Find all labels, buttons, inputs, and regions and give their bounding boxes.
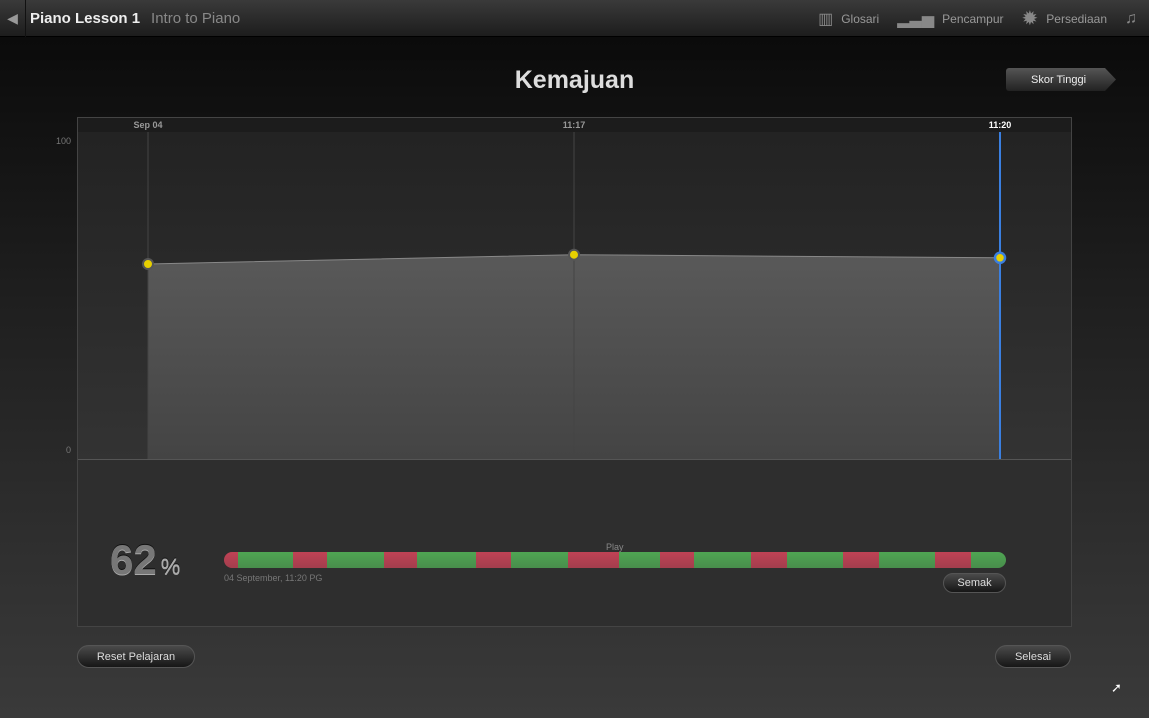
correct-segment bbox=[511, 552, 569, 568]
top-bar: ◀ Piano Lesson 1 Intro to Piano ▥ Glosar… bbox=[0, 0, 1149, 37]
score-percent: 62% bbox=[110, 536, 180, 584]
data-point[interactable] bbox=[142, 258, 154, 270]
mistake-segment bbox=[568, 552, 620, 568]
mixer-icon[interactable]: ▂▃▅ bbox=[897, 10, 935, 28]
section-label: Play bbox=[606, 542, 624, 552]
review-button[interactable]: Semak bbox=[943, 573, 1006, 593]
mistake-segment bbox=[476, 552, 512, 568]
correct-segment bbox=[786, 552, 844, 568]
correct-segment bbox=[417, 552, 477, 568]
performance-bar bbox=[224, 552, 1006, 568]
glossary-button[interactable]: Glosari bbox=[841, 11, 880, 26]
mixer-button[interactable]: Pencampur bbox=[942, 11, 1004, 26]
score-value: 62 bbox=[110, 536, 157, 583]
mistake-segment bbox=[843, 552, 880, 568]
correct-segment bbox=[326, 552, 384, 568]
correct-segment bbox=[693, 552, 751, 568]
y-tick-0: 0 bbox=[66, 445, 71, 455]
y-tick-100: 100 bbox=[56, 136, 71, 146]
data-point[interactable] bbox=[993, 251, 1007, 265]
x-tick-label: 11:17 bbox=[563, 120, 586, 130]
mistake-segment bbox=[935, 552, 971, 568]
percent-sign: % bbox=[160, 554, 181, 579]
mistake-segment bbox=[383, 552, 418, 568]
mistake-segment bbox=[659, 552, 694, 568]
lesson-subtitle: Intro to Piano bbox=[151, 9, 241, 27]
attempt-date: 04 September, 11:20 PG bbox=[224, 573, 323, 583]
x-tick-label: Sep 04 bbox=[133, 120, 162, 130]
mistake-segment bbox=[750, 552, 787, 568]
lesson-title: Piano Lesson 1 bbox=[30, 9, 141, 27]
music-note-icon[interactable]: ♫ bbox=[1125, 9, 1137, 27]
mouse-cursor-icon: ➚ bbox=[1111, 680, 1122, 695]
book-icon[interactable]: ▥ bbox=[818, 10, 834, 28]
done-button[interactable]: Selesai bbox=[995, 645, 1071, 668]
mistake-segment bbox=[224, 552, 239, 568]
correct-segment bbox=[970, 552, 1006, 568]
page-title: Kemajuan bbox=[514, 66, 635, 94]
correct-segment bbox=[619, 552, 660, 568]
correct-segment bbox=[879, 552, 936, 568]
correct-segment bbox=[238, 552, 293, 568]
data-point[interactable] bbox=[568, 248, 580, 261]
gear-icon[interactable]: ✹ bbox=[1021, 8, 1039, 30]
back-arrow-icon[interactable]: ◀ bbox=[0, 0, 26, 37]
high-score-button[interactable]: Skor Tinggi bbox=[1006, 68, 1116, 91]
reset-lesson-button[interactable]: Reset Pelajaran bbox=[77, 645, 195, 668]
settings-button[interactable]: Persediaan bbox=[1046, 11, 1107, 26]
mistake-segment bbox=[292, 552, 327, 568]
x-tick-label: 11:20 bbox=[989, 120, 1012, 130]
progress-chart: 100 0 Sep 04 11:17 11:20 bbox=[56, 118, 1071, 460]
